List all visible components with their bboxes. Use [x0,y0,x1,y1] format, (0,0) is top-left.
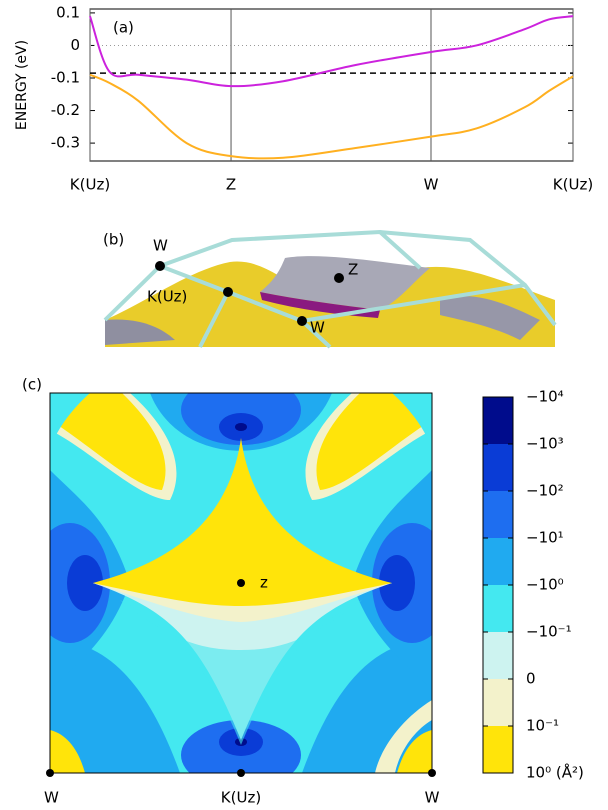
y-axis-label: ENERGY (eV) [14,40,30,130]
y-tick-label: 0.1 [56,3,80,21]
point [223,287,233,297]
colorbar-label: 10⁻¹ [526,717,559,735]
point-label: W [425,789,440,807]
point-label: z [260,574,268,592]
colorbar-segment [483,491,513,538]
point-label: W [153,237,168,255]
point [155,261,165,271]
colorbar-segment [483,397,513,444]
colorbar-segment [483,585,513,632]
point-label: K(Uz) [147,288,187,306]
band-line [90,75,573,159]
panel-c: (c) z W K(Uz) W −10⁴ −10³ −10² −10¹ −10⁰ −10⁻… [22,375,584,807]
figure: (a) ENERGY (eV) 0.1 0 -0.1 -0.2 -0.3 K(Uz) Z W K… [0,0,608,810]
contour-region [235,423,247,431]
point [237,769,245,777]
band-line [90,16,573,86]
colorbar-segment [483,538,513,585]
panel-a: (a) ENERGY (eV) 0.1 0 -0.1 -0.2 -0.3 K(Uz) Z W K… [14,3,593,193]
colorbar-label: −10⁰ [526,576,564,594]
colorbar-label: −10² [526,482,564,500]
point [297,316,307,326]
panel-label: (a) [113,19,134,37]
x-tick-label: K(Uz) [70,176,110,194]
panel-label: (c) [22,376,42,394]
colorbar-label: −10¹ [526,529,564,547]
y-tick-label: -0.2 [51,101,80,119]
point-label: W [310,319,325,337]
point [334,273,344,283]
y-tick-label: -0.1 [51,69,80,87]
plot-frame [90,9,573,161]
colorbar-label: 10⁰ (Å²) [526,763,584,782]
y-tick-label: -0.3 [51,134,80,152]
colorbar-label: −10³ [526,435,564,453]
colorbar-segment [483,726,513,773]
point-label: W [44,789,59,807]
panel-b: (b) W Z K(Uz) W [103,231,555,348]
colorbar-label: −10⁻¹ [526,623,572,641]
point [46,769,54,777]
y-tick-label: 0 [70,36,80,54]
x-tick-label: K(Uz) [553,176,593,194]
panel-label: (b) [103,231,124,249]
x-tick-label: Z [226,176,236,194]
colorbar-segment [483,444,513,491]
point [237,579,245,587]
point-label: Z [348,261,358,279]
colorbar-segment [483,679,513,726]
point [428,769,436,777]
colorbar-label: −10⁴ [526,388,564,406]
point-label: K(Uz) [221,789,261,807]
colorbar-segment [483,632,513,679]
colorbar-label: 0 [526,670,536,688]
x-tick-label: W [424,176,439,194]
